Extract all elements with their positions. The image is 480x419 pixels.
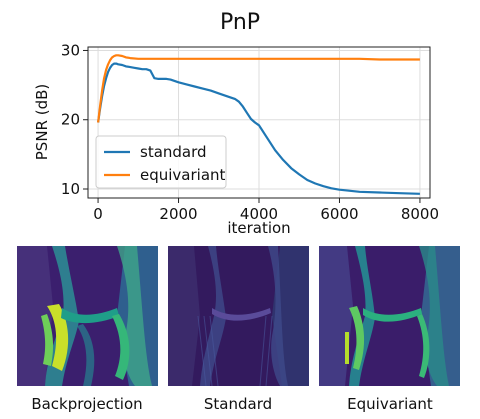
panel-caption-equivariant: Equivariant: [347, 395, 433, 413]
equivariant-image: [319, 246, 460, 386]
backprojection-image: [17, 246, 158, 386]
legend-label-standard: standard: [140, 143, 207, 161]
psnr-line-chart: 0 2000 4000 6000 8000 10 20 30 iteration PSNR (…: [33, 41, 439, 237]
y-tick-label: 10: [61, 180, 80, 198]
tick-layer: 0 2000 4000 6000 8000 10 20 30: [61, 41, 439, 223]
x-tick-label: 8000: [401, 205, 439, 223]
y-axis-label: PSNR (dB): [33, 84, 51, 161]
x-tick-label: 4000: [240, 205, 278, 223]
panel-caption-standard: Standard: [203, 395, 273, 413]
legend-label-equivariant: equivariant: [140, 166, 226, 184]
series-layer: [97, 54, 420, 195]
series-line-standard: [97, 62, 420, 195]
y-tick-label: 30: [61, 41, 80, 59]
y-tick-label: 20: [61, 111, 80, 129]
standard-image: [168, 246, 309, 386]
x-tick-label: 2000: [159, 205, 197, 223]
chart-title: PnP: [219, 10, 261, 35]
series-line-equivariant: [97, 54, 420, 123]
x-tick-label: 0: [93, 205, 103, 223]
panel-caption-backprojection: Backprojection: [31, 395, 143, 413]
legend: standard equivariant: [95, 135, 227, 189]
grid-lines: [88, 47, 430, 198]
x-tick-label: 6000: [320, 205, 358, 223]
x-axis-label: iteration: [227, 219, 290, 237]
